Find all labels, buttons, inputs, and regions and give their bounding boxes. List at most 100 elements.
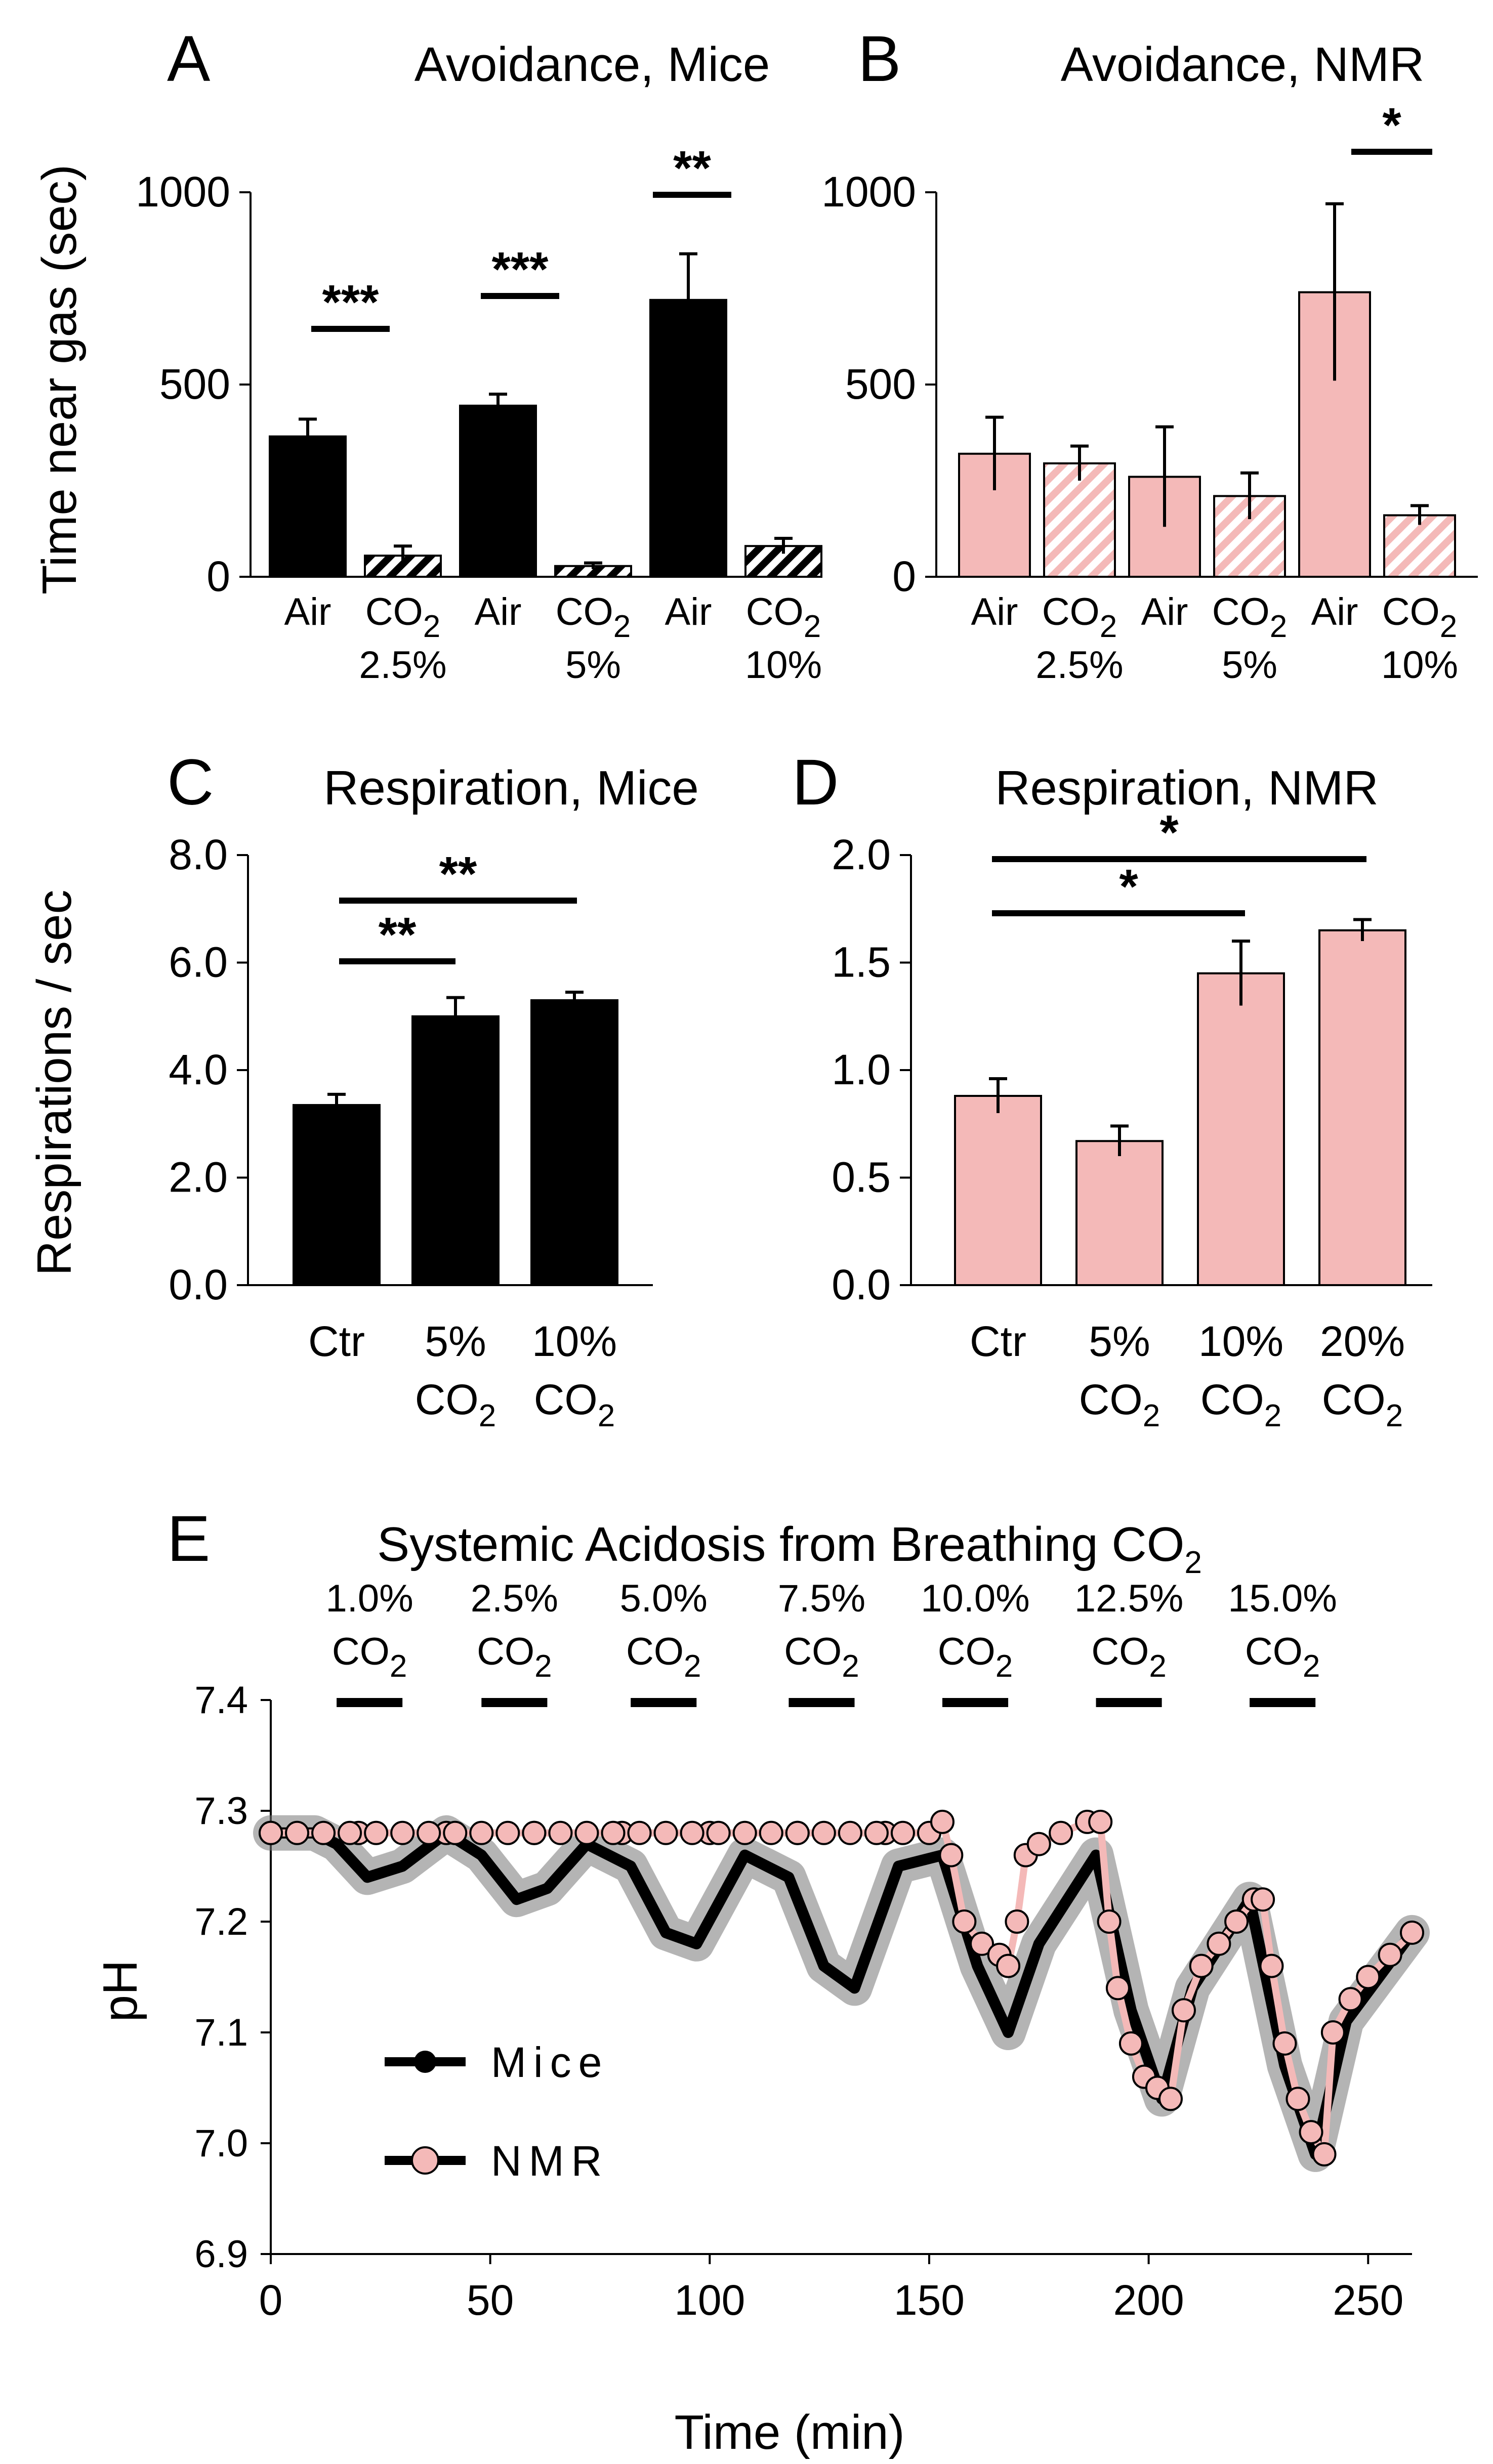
nmr-point bbox=[1118, 2031, 1143, 2056]
nmr-point bbox=[1224, 1909, 1249, 1934]
significance-stars: *** bbox=[491, 242, 549, 296]
nmr-point bbox=[1172, 1998, 1196, 2023]
legend-mice-marker bbox=[414, 2051, 436, 2073]
group-label: 5% bbox=[1222, 644, 1277, 687]
bar bbox=[293, 1104, 381, 1286]
category-label-main: CO bbox=[746, 590, 804, 633]
category-label-sub: 2 bbox=[804, 609, 821, 644]
nmr-point bbox=[1400, 1920, 1424, 1945]
x-tick-label: 200 bbox=[1113, 2276, 1184, 2324]
nmr-point bbox=[1026, 1832, 1051, 1856]
panel-e-title: Systemic Acidosis from Breathing CO2 bbox=[377, 1517, 1202, 1580]
gas-sublabel: CO2 bbox=[1091, 1630, 1166, 1684]
gas-sublabel-sub: 2 bbox=[390, 1649, 407, 1684]
significance-stars: ** bbox=[379, 908, 417, 962]
bar bbox=[411, 1015, 500, 1286]
x-tick-label: 50 bbox=[467, 2276, 514, 2324]
group-label: 2.5% bbox=[359, 644, 446, 687]
y-tick-label: 1000 bbox=[136, 168, 230, 216]
category-label-co2: CO2 bbox=[1200, 1376, 1281, 1433]
nmr-point bbox=[1049, 1820, 1073, 1845]
gas-sublabel: CO2 bbox=[784, 1630, 859, 1684]
nmr-point bbox=[1088, 1809, 1113, 1834]
category-label: 10% bbox=[1198, 1318, 1283, 1365]
y-tick-label: 7.3 bbox=[194, 1790, 248, 1833]
nmr-point bbox=[864, 1820, 889, 1845]
panel-a-y-axis: 0 500 1000 bbox=[136, 168, 782, 600]
nmr-point bbox=[1005, 1909, 1029, 1934]
nmr-point bbox=[759, 1820, 783, 1845]
y-tick-label: 1000 bbox=[821, 168, 916, 216]
category-label: CO2 bbox=[1212, 590, 1287, 644]
category-label-main: CO bbox=[1382, 590, 1440, 633]
category-label-main: CO bbox=[1212, 590, 1270, 633]
nmr-point bbox=[653, 1820, 678, 1845]
nmr-point bbox=[259, 1820, 283, 1845]
nmr-point bbox=[1207, 1931, 1231, 1956]
nmr-point bbox=[311, 1820, 336, 1845]
nmr-point bbox=[443, 1820, 468, 1845]
panel-e-series bbox=[253, 1809, 1430, 2172]
category-label: CO2 bbox=[365, 590, 440, 644]
category-label-sub: 2 bbox=[1100, 609, 1117, 644]
category-label: Air bbox=[284, 590, 331, 633]
panel-label-d: D bbox=[792, 746, 839, 819]
category-label: Ctr bbox=[308, 1318, 365, 1365]
category-label-co2-main: CO bbox=[1200, 1376, 1264, 1423]
category-label: CO2 bbox=[1042, 590, 1117, 644]
bar bbox=[1075, 1140, 1164, 1286]
y-tick-label: 500 bbox=[845, 360, 916, 408]
nmr-point bbox=[627, 1820, 652, 1845]
y-tick-label: 8.0 bbox=[169, 831, 228, 878]
y-tick-label: 4.0 bbox=[169, 1046, 228, 1093]
nmr-point bbox=[1320, 2020, 1345, 2045]
panel-e-ylabel: pH bbox=[93, 1960, 147, 2022]
y-tick-label: 7.2 bbox=[194, 1900, 248, 1943]
category-label-co2-main: CO bbox=[534, 1376, 598, 1423]
panel-e-title-text: Systemic Acidosis from Breathing CO bbox=[377, 1517, 1184, 1571]
significance-stars: *** bbox=[322, 275, 379, 329]
panel-label-c: C bbox=[167, 746, 214, 819]
y-tick-label: 0.0 bbox=[832, 1261, 891, 1308]
category-label-co2-sub: 2 bbox=[1143, 1398, 1160, 1433]
bar bbox=[269, 435, 347, 578]
nmr-point bbox=[952, 1909, 977, 1934]
category-label-co2-sub: 2 bbox=[598, 1398, 615, 1433]
nmr-point bbox=[495, 1820, 520, 1845]
category-label: Air bbox=[475, 590, 522, 633]
nmr-point bbox=[838, 1820, 862, 1845]
bar bbox=[1197, 972, 1285, 1286]
category-label-co2: CO2 bbox=[415, 1376, 496, 1433]
category-label-main: CO bbox=[1042, 590, 1100, 633]
gas-concentration-label: 2.5% bbox=[471, 1577, 558, 1620]
category-label: 20% bbox=[1320, 1318, 1405, 1365]
nmr-point bbox=[522, 1820, 547, 1845]
nmr-point bbox=[680, 1820, 704, 1845]
category-label-co2: CO2 bbox=[1322, 1376, 1403, 1433]
gas-sublabel: CO2 bbox=[332, 1630, 407, 1684]
x-tick-label: 150 bbox=[894, 2276, 965, 2324]
category-label: CO2 bbox=[746, 590, 821, 644]
nmr-point bbox=[1378, 1942, 1402, 1967]
panel-e-gas-epochs: 1.0%CO22.5%CO25.0%CO27.5%CO210.0%CO212.5… bbox=[326, 1577, 1337, 1707]
nmr-point bbox=[732, 1820, 757, 1845]
nmr-point bbox=[1189, 1953, 1214, 1978]
legend-nmr-label: NMR bbox=[491, 2137, 609, 2185]
nmr-point bbox=[890, 1820, 915, 1845]
panel-d-y-axis: 0.0 0.5 1.0 1.5 2.0 bbox=[832, 831, 1432, 1308]
y-tick-label: 1.0 bbox=[832, 1046, 891, 1093]
group-label: 5% bbox=[565, 644, 621, 687]
gas-concentration-label: 12.5% bbox=[1074, 1577, 1184, 1620]
mice-error-band bbox=[253, 1815, 1430, 2172]
nmr-point bbox=[1105, 1976, 1130, 2001]
category-label-sub: 2 bbox=[1440, 609, 1457, 644]
gas-sublabel-sub: 2 bbox=[534, 1649, 552, 1684]
gas-sublabel: CO2 bbox=[626, 1630, 701, 1684]
bar bbox=[459, 404, 537, 578]
gas-sublabel-main: CO bbox=[1245, 1630, 1303, 1673]
nmr-point bbox=[338, 1820, 362, 1845]
